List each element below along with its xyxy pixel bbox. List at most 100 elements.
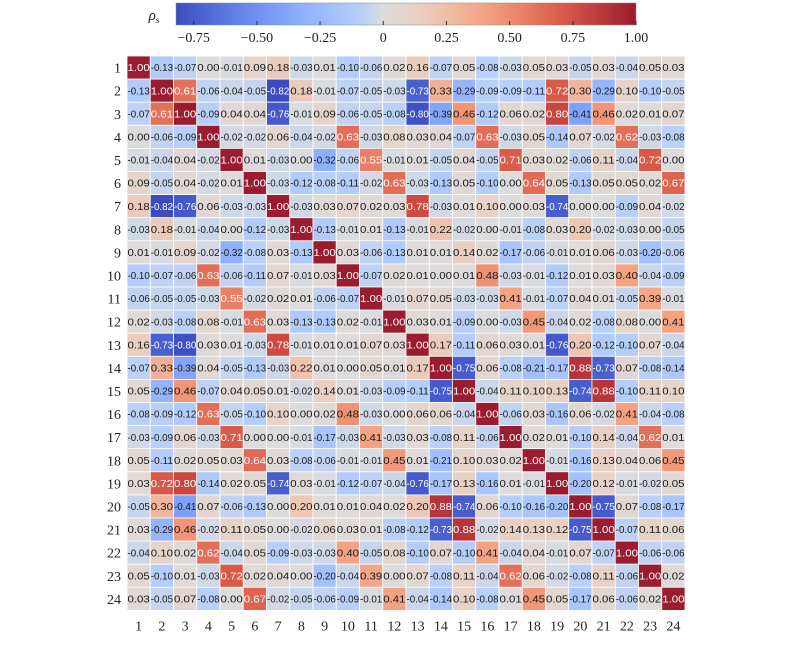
heatmap-cell-value: 1.00 <box>662 594 685 605</box>
heatmap-cell: 1.00 <box>638 563 663 588</box>
heatmap-cell: -0.05 <box>149 286 174 311</box>
colorbar-title: ρs <box>148 8 160 25</box>
heatmap-cell-value: -0.11 <box>244 271 267 282</box>
heatmap-cell-value: 0.80 <box>174 479 197 490</box>
heatmap-cell-value: -0.03 <box>197 571 220 582</box>
heatmap-cell: -0.04 <box>545 309 570 334</box>
heatmap-cell-value: -0.01 <box>523 294 546 305</box>
heatmap-cell: 0.05 <box>126 378 151 403</box>
heatmap-cell-value: 0.71 <box>499 156 522 167</box>
heatmap-cell: 0.00 <box>661 147 686 172</box>
heatmap-cell: -0.03 <box>196 563 221 588</box>
heatmap-cell: -0.75 <box>568 517 593 542</box>
heatmap-cell: 0.33 <box>149 355 174 380</box>
heatmap-cell: 0.08 <box>382 124 407 149</box>
x-tick-label: 22 <box>620 619 634 634</box>
heatmap-cell: -0.17 <box>545 355 570 380</box>
heatmap-cell: -0.05 <box>149 171 174 196</box>
heatmap-cell-value: -0.12 <box>476 109 499 120</box>
heatmap-cell-value: 0.00 <box>476 225 499 236</box>
heatmap-cell-value: -0.13 <box>151 63 174 74</box>
heatmap-cell: 0.10 <box>614 78 639 103</box>
heatmap-cell: 0.01 <box>359 517 384 542</box>
heatmap-cell-value: -0.01 <box>406 225 429 236</box>
heatmap-cell: -0.09 <box>196 101 221 126</box>
heatmap-cell-value: 0.08 <box>383 132 406 143</box>
heatmap-cell: -0.03 <box>289 194 314 219</box>
heatmap-cell-value: -0.06 <box>639 548 662 559</box>
heatmap-cell: 0.63 <box>196 263 221 288</box>
heatmap-cell: 0.05 <box>126 448 151 473</box>
heatmap-cell: -0.03 <box>614 240 639 265</box>
heatmap-cell: -0.76 <box>173 194 198 219</box>
heatmap-cell: 0.03 <box>126 586 151 611</box>
heatmap-cell: 0.11 <box>452 425 477 450</box>
heatmap-cell-value: -0.03 <box>313 548 336 559</box>
heatmap-cell: 0.72 <box>638 147 663 172</box>
heatmap-cell-value: 0.72 <box>546 86 569 97</box>
y-tick-label: 7 <box>114 200 121 215</box>
heatmap-cell: -0.01 <box>359 586 384 611</box>
heatmap-cell: 0.06 <box>405 402 430 427</box>
heatmap-cell: 1.00 <box>661 586 686 611</box>
heatmap-cell-value: 1.00 <box>499 433 522 444</box>
heatmap-cell-value: 0.00 <box>569 202 592 213</box>
heatmap-cell-value: -0.01 <box>360 594 383 605</box>
heatmap-cell: 0.10 <box>452 586 477 611</box>
heatmap-cell: 0.03 <box>545 217 570 242</box>
heatmap-cell-value: -0.76 <box>546 340 569 351</box>
heatmap-cell-value: 0.03 <box>290 479 313 490</box>
heatmap-cell: -0.01 <box>312 471 337 496</box>
heatmap-cell: 0.04 <box>568 286 593 311</box>
heatmap-cell-value: -0.09 <box>174 132 197 143</box>
heatmap-cell: -0.03 <box>289 55 314 80</box>
heatmap-cell-value: 0.03 <box>267 248 290 259</box>
heatmap-cell-value: 0.06 <box>592 248 615 259</box>
heatmap-cell: 0.02 <box>359 194 384 219</box>
heatmap-cell: -0.03 <box>359 124 384 149</box>
heatmap-cell-value: -0.75 <box>453 363 476 374</box>
heatmap-cell: -0.03 <box>498 309 523 334</box>
heatmap-cell-value: 0.10 <box>453 594 476 605</box>
heatmap-cell-value: -0.08 <box>197 594 220 605</box>
heatmap-cell-value: 0.02 <box>244 571 267 582</box>
heatmap-cell-value: 0.10 <box>523 387 546 398</box>
heatmap-cell: 0.07 <box>614 494 639 519</box>
heatmap-cell: -0.14 <box>196 471 221 496</box>
heatmap-cell: 1.00 <box>498 425 523 450</box>
heatmap-cell: 0.01 <box>312 332 337 357</box>
heatmap-cell: -0.03 <box>359 402 384 427</box>
heatmap-cell: -0.05 <box>359 78 384 103</box>
heatmap-cell: 0.02 <box>661 563 686 588</box>
heatmap-cell: 0.02 <box>382 263 407 288</box>
heatmap-cell-value: -0.04 <box>476 387 499 398</box>
heatmap-cell: 0.00 <box>242 425 267 450</box>
heatmap-cell-value: 0.41 <box>616 410 639 421</box>
heatmap-cell: 0.00 <box>289 402 314 427</box>
heatmap-cell: 0.06 <box>568 402 593 427</box>
heatmap-cell-value: 0.14 <box>453 248 476 259</box>
heatmap-cell-value: -0.03 <box>244 202 267 213</box>
heatmap-cell: 0.01 <box>452 194 477 219</box>
x-tick-label: 7 <box>275 619 282 634</box>
heatmap-cell: -0.17 <box>312 425 337 450</box>
heatmap-cell: -0.10 <box>126 263 151 288</box>
heatmap-cell: -0.08 <box>475 586 500 611</box>
heatmap-cell-value: -0.10 <box>639 86 662 97</box>
heatmap-cell: 0.02 <box>242 563 267 588</box>
heatmap-cell: 0.02 <box>173 448 198 473</box>
heatmap-cell: -0.06 <box>359 240 384 265</box>
heatmap-cell: 0.14 <box>591 425 616 450</box>
heatmap-cell: 0.01 <box>568 263 593 288</box>
heatmap-cell: -0.03 <box>498 263 523 288</box>
heatmap-cell: -0.13 <box>382 217 407 242</box>
heatmap-cell: 0.07 <box>428 540 453 565</box>
heatmap-cell: 0.03 <box>661 55 686 80</box>
heatmap-cell-value: 0.01 <box>383 363 406 374</box>
heatmap-cell-value: 0.03 <box>197 340 220 351</box>
heatmap-cell-value: -0.09 <box>383 387 406 398</box>
heatmap-cell-value: -0.03 <box>383 433 406 444</box>
heatmap-cell-value: 0.88 <box>430 502 453 513</box>
heatmap-cell-value: -0.29 <box>453 86 476 97</box>
heatmap-cell-value: -0.13 <box>127 86 150 97</box>
